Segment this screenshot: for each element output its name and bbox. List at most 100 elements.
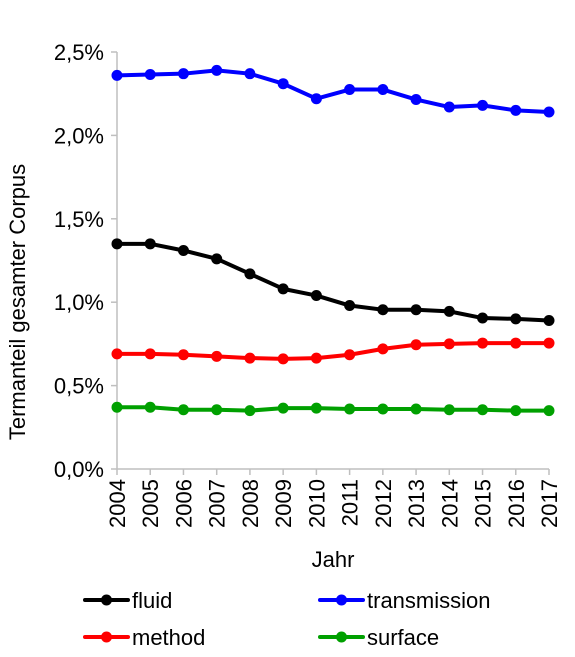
series-line-surface [115,405,551,413]
data-point-transmission [310,93,322,105]
data-point-transmission [211,64,223,76]
x-axis-label: Jahr [312,547,355,572]
data-point-fluid [477,312,489,324]
series-surface [111,401,555,417]
data-point-surface [410,403,422,415]
data-point-fluid [111,238,123,250]
data-point-transmission [277,78,289,90]
data-point-fluid [410,304,422,316]
x-tick-label: 2017 [537,479,562,528]
data-point-surface [510,405,522,417]
data-point-transmission [443,101,455,113]
data-point-surface [377,403,389,415]
series-method [111,337,555,365]
data-point-fluid [277,283,289,295]
legend-item-fluid: fluid [83,588,172,613]
data-point-fluid [211,253,223,265]
x-tick-label: 2012 [371,479,396,528]
data-point-fluid [443,305,455,317]
series-transmission [111,64,555,118]
data-point-transmission [377,84,389,96]
legend-label: surface [367,625,439,650]
y-tick-label: 1,5% [54,207,104,232]
legend-item-transmission: transmission [318,588,490,613]
legend-swatch-marker [336,631,347,643]
data-point-method [510,337,522,349]
legend-swatch-marker [336,594,347,606]
y-axis-label: Termanteil gesamter Corpus [5,164,30,440]
y-tick-label: 2,5% [54,40,104,65]
data-point-surface [543,405,555,417]
y-tick-label: 2,0% [54,123,104,148]
data-point-method [344,349,356,361]
x-tick-label: 2006 [171,479,196,528]
data-point-surface [111,401,123,413]
data-point-surface [443,404,455,416]
data-point-method [244,352,256,364]
data-point-fluid [510,313,522,325]
x-tick-label: 2004 [105,479,130,528]
legend-item-method: method [83,625,205,650]
data-point-surface [310,402,322,414]
legend-swatch-marker [101,631,112,643]
data-point-method [277,353,289,365]
y-tick-label: 1,0% [54,290,104,315]
series-line-method [115,341,551,361]
data-point-transmission [543,106,555,118]
data-point-method [211,350,223,362]
data-point-transmission [111,69,123,81]
data-point-method [310,352,322,364]
data-point-method [543,337,555,349]
data-point-transmission [477,99,489,111]
data-point-fluid [344,300,356,312]
series-line-transmission [115,68,551,115]
x-tick-label: 2010 [304,479,329,528]
y-axis-ticks: 0,0% 0,5% 1,0% 1,5% 2,0% 2,5% [54,40,117,482]
data-point-fluid [144,238,156,250]
data-point-transmission [144,69,156,81]
x-tick-label: 2008 [238,479,263,528]
data-point-transmission [410,94,422,106]
data-point-fluid [310,290,322,302]
data-point-transmission [177,68,189,80]
data-point-fluid [377,304,389,316]
data-point-method [177,349,189,361]
data-point-surface [144,401,156,413]
data-point-surface [211,404,223,416]
x-tick-label: 2014 [437,479,462,528]
x-tick-label: 2013 [404,479,429,528]
chart-legend: fluid transmission method surface [83,588,490,650]
x-tick-label: 2009 [271,479,296,528]
series-fluid [111,238,555,327]
data-point-method [477,337,489,349]
legend-label: transmission [367,588,490,613]
data-point-method [144,348,156,360]
legend-label: method [132,625,205,650]
data-point-transmission [244,68,256,80]
data-point-transmission [510,104,522,116]
legend-item-surface: surface [318,625,439,650]
data-point-method [111,348,123,360]
legend-swatch-marker [101,594,112,606]
data-point-surface [177,404,189,416]
data-point-surface [277,402,289,414]
chart-axes [116,52,549,470]
x-tick-label: 2016 [504,479,529,528]
y-tick-label: 0,0% [54,457,104,482]
data-point-transmission [344,84,356,96]
chart-series [111,64,555,417]
y-tick-label: 0,5% [54,374,104,399]
data-point-surface [344,403,356,415]
data-point-surface [244,405,256,417]
data-point-method [377,343,389,355]
legend-label: fluid [132,588,172,613]
series-line-fluid [115,241,551,323]
data-point-fluid [244,268,256,280]
data-point-method [410,339,422,351]
data-point-method [443,338,455,350]
data-point-fluid [543,315,555,327]
x-tick-label: 2011 [338,479,363,526]
x-tick-label: 2015 [471,479,496,528]
x-tick-label: 2007 [205,479,230,528]
